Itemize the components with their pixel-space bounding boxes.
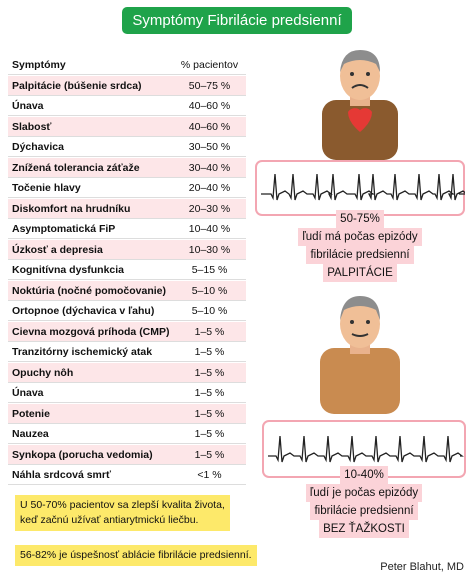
- header-value: % pacientov: [173, 55, 246, 75]
- man-palpitations: [322, 50, 398, 160]
- row-label: Točenie hlavy: [8, 178, 173, 198]
- man-asymptomatic: [320, 296, 400, 414]
- row-label: Únava: [8, 383, 173, 403]
- row-label: Synkopa (porucha vedomia): [8, 445, 173, 465]
- row-label: Náhla srdcová smrť: [8, 465, 173, 485]
- row-label: Únava: [8, 96, 173, 116]
- row-value: 1–5 %: [173, 404, 246, 424]
- row-value: 1–5 %: [173, 383, 246, 403]
- callout-line: ľudí má počas epizódy: [298, 228, 422, 246]
- row-bg: [8, 116, 246, 137]
- callout-asymptomatic: 10-40% ľudí je počas epizódy fibrilácie pr…: [262, 466, 466, 538]
- row-bg: [8, 321, 246, 342]
- row-label: Asymptomatická FiP: [8, 219, 173, 239]
- row-bg: [8, 301, 246, 322]
- row-bg: [8, 178, 246, 199]
- row-label: Cievna mozgová príhoda (CMP): [8, 322, 173, 342]
- row-label: Potenie: [8, 404, 173, 424]
- row-bg: [8, 198, 246, 219]
- note-line: keď začnú užívať antiarytmickú liečbu.: [20, 514, 199, 526]
- callout-line: ľudí je počas epizódy: [305, 484, 423, 502]
- row-bg: [8, 342, 246, 363]
- row-value: 20–40 %: [173, 178, 246, 198]
- row-value: 1–5 %: [173, 342, 246, 362]
- row-value: 20–30 %: [173, 199, 246, 219]
- header-bg: [8, 55, 246, 76]
- row-label: Opuchy nôh: [8, 363, 173, 383]
- row-value: 30–50 %: [173, 137, 246, 157]
- callout-line: fibrilácie predsienní: [306, 246, 414, 264]
- callout-palpitations: 50-75% ľudí má počas epizódy fibrilácie pr…: [255, 210, 465, 282]
- row-value: 40–60 %: [173, 96, 246, 116]
- row-label: Nauzea: [8, 424, 173, 444]
- note-ablation: 56-82% je úspešnosť ablácie fibrilácie p…: [15, 545, 257, 566]
- row-value: 1–5 %: [173, 424, 246, 444]
- row-label: Tranzitórny ischemický atak (TIA): [8, 342, 173, 378]
- row-label: Diskomfort na hrudníku: [8, 199, 173, 219]
- author: Peter Blahut, MD: [380, 561, 464, 573]
- row-label: Ortopnoe (dýchavica v ľahu): [8, 301, 173, 321]
- row-bg: [8, 75, 246, 96]
- row-bg: [8, 444, 246, 465]
- row-value: 10–30 %: [173, 240, 246, 260]
- title: Symptómy Fibrilácie predsienní: [122, 7, 352, 34]
- row-value: 5–10 %: [173, 281, 246, 301]
- row-label: Kognitívna dysfunkcia: [8, 260, 173, 280]
- callout-line: PALPITÁCIE: [323, 264, 397, 282]
- row-bg: [8, 465, 246, 486]
- note-quality-of-life: U 50-70% pacientov sa zlepší kvalita živ…: [15, 495, 230, 531]
- callout-line: fibrilácie predsienní: [310, 502, 418, 520]
- row-label: Noktúria (nočné pomočovanie): [8, 281, 173, 301]
- row-value: 10–40 %: [173, 219, 246, 239]
- row-bg: [8, 362, 246, 383]
- callout-line: 50-75%: [336, 210, 384, 228]
- row-bg: [8, 157, 246, 178]
- row-bg: [8, 137, 246, 158]
- callout-line: BEZ ŤAŽKOSTI: [319, 520, 409, 538]
- row-value: 1–5 %: [173, 363, 246, 383]
- row-value: 5–10 %: [173, 301, 246, 321]
- row-label: Palpitácie (búšenie srdca): [8, 76, 173, 96]
- row-label: Dýchavica: [8, 137, 173, 157]
- row-bg: [8, 383, 246, 404]
- row-bg: [8, 280, 246, 301]
- row-value: 5–15 %: [173, 260, 246, 280]
- note-line: 56-82% je úspešnosť ablácie fibrilácie p…: [20, 549, 252, 561]
- row-bg: [8, 403, 246, 424]
- row-value: 50–75 %: [173, 76, 246, 96]
- row-value: <1 %: [173, 465, 246, 485]
- row-value: 30–40 %: [173, 158, 246, 178]
- row-label: Znížená tolerancia záťaže: [8, 158, 173, 178]
- row-bg: [8, 239, 246, 260]
- row-bg: [8, 424, 246, 445]
- header-label: Symptómy: [8, 55, 173, 75]
- row-value: 40–60 %: [173, 117, 246, 137]
- row-value: 1–5 %: [173, 322, 246, 342]
- row-bg: [8, 96, 246, 117]
- row-value: 1–5 %: [173, 445, 246, 465]
- row-label: Úzkosť a depresia: [8, 240, 173, 260]
- row-label: Slabosť: [8, 117, 173, 137]
- row-bg: [8, 260, 246, 281]
- callout-line: 10-40%: [340, 466, 388, 484]
- note-line: U 50-70% pacientov sa zlepší kvalita živ…: [20, 499, 225, 511]
- ecg-strip-irregular: [255, 160, 465, 216]
- row-bg: [8, 219, 246, 240]
